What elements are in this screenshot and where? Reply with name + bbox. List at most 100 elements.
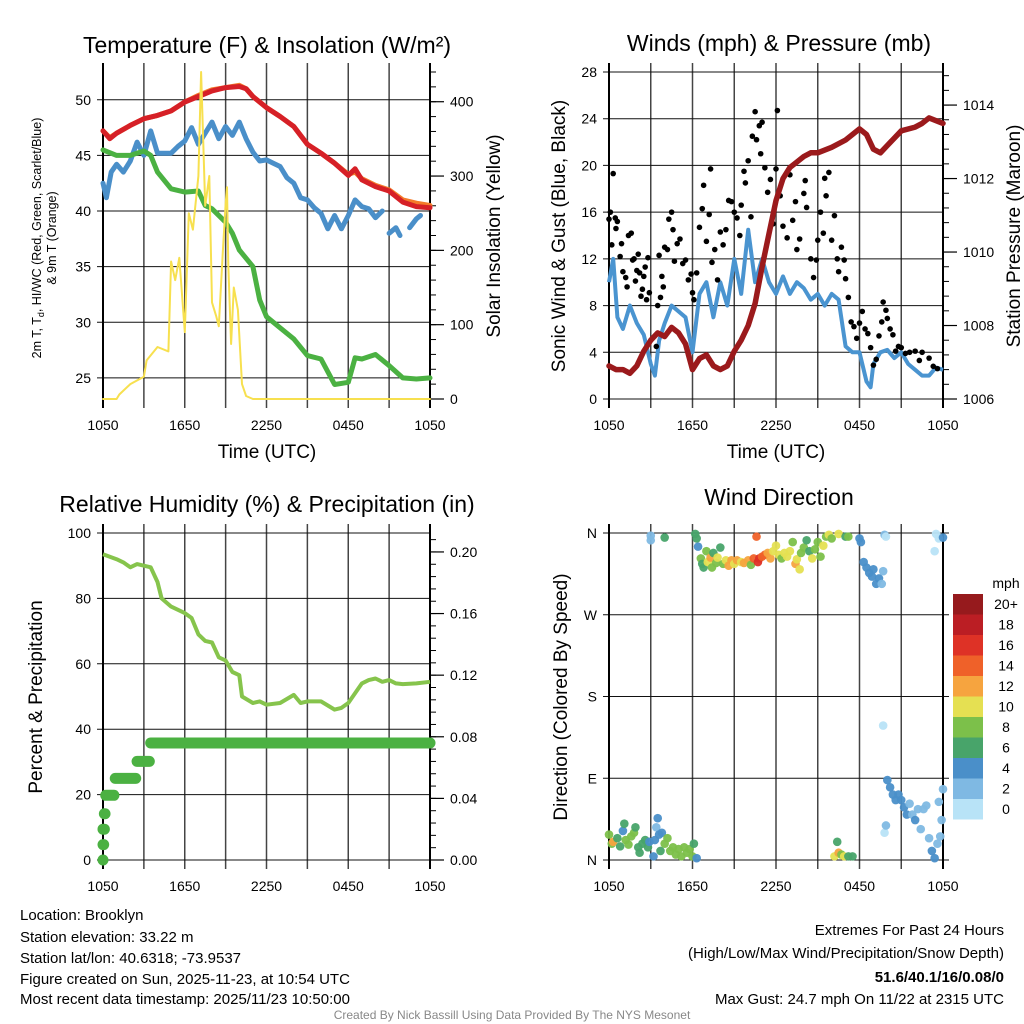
gust-point: [645, 254, 651, 261]
temperature-x-axis-title: Time (UTC): [218, 442, 317, 463]
y-tick-label: 8: [589, 298, 597, 314]
x-tick-label: 1050: [414, 417, 445, 433]
gust-point: [890, 331, 896, 338]
gust-point: [820, 230, 827, 236]
wind-direction-point: [618, 826, 628, 836]
panel-3: N E S W N 1050 1650 2250 0450 1050: [584, 524, 959, 894]
gust-point: [714, 277, 721, 283]
gust-point: [789, 217, 796, 224]
ylabel-part: , HI/WC (Red, Green, Scarlet/Blue): [30, 118, 44, 313]
y2-tick-label: 0.04: [450, 790, 477, 806]
gust-point: [709, 259, 715, 266]
gust-point: [873, 356, 879, 363]
gust-point: [887, 326, 893, 332]
gust-point: [934, 365, 941, 372]
gust-point: [838, 244, 845, 250]
gust-point: [671, 258, 678, 264]
gust-point: [856, 320, 863, 326]
gust-point: [826, 169, 832, 176]
wind-direction-point: [663, 833, 672, 843]
wind-direction-point: [604, 830, 614, 839]
y-tick-label: 25: [75, 370, 91, 386]
colorbar-label: 10: [998, 699, 1014, 715]
y-tick-label: 24: [581, 111, 597, 127]
x-tick-label: 1050: [87, 878, 118, 894]
wind-direction-point: [653, 813, 663, 823]
gust-point: [803, 204, 810, 211]
wind-direction-point: [933, 839, 942, 848]
x-tick-label: 1050: [414, 878, 445, 894]
gust-point: [794, 246, 800, 253]
footer-location: Location: Brooklyn: [20, 907, 143, 924]
gust-point: [635, 251, 642, 257]
colorbar-swatch: [953, 758, 983, 779]
gust-point: [696, 224, 703, 231]
y2-tick-label: 0.12: [450, 667, 477, 683]
wind-direction-point: [795, 565, 804, 574]
gust-point: [670, 226, 676, 233]
gust-point: [613, 225, 619, 232]
gust-point: [865, 330, 871, 337]
gust-point: [831, 212, 838, 219]
wind-direction-point: [816, 552, 825, 561]
gust-point: [813, 257, 820, 263]
colorbar-label: 6: [1002, 740, 1010, 756]
colorbar-swatch: [953, 778, 983, 799]
colorbar-swatch: [953, 696, 983, 717]
gust-point: [711, 246, 718, 253]
gust-point: [796, 236, 803, 242]
gust-point: [656, 252, 662, 259]
colorbar-label: 20+: [994, 596, 1018, 612]
extremes-description: (High/Low/Max Wind/Precipitation/Snow De…: [688, 945, 1004, 962]
wind-direction-point: [883, 775, 892, 785]
colorbar-swatch: [953, 737, 983, 758]
y2-tick-label: 0.16: [450, 606, 477, 622]
wind-direction-point: [885, 783, 895, 792]
gust-point: [659, 273, 665, 280]
gust-point: [764, 189, 771, 196]
ylabel-part: 2m T, T: [30, 317, 44, 359]
y-tick-label: 0: [589, 391, 597, 407]
colorbar-swatch: [953, 799, 983, 820]
wind-direction-point: [938, 784, 948, 794]
x-tick-label: 0450: [844, 417, 875, 433]
panel-0: 25 30 35 40 45 50 0 100 200 300 400 1050 1650 2250 045…: [75, 63, 474, 433]
gust-point: [817, 209, 824, 215]
relative-humidity-line: [102, 552, 431, 712]
gust-point: [845, 294, 852, 301]
gust-point: [870, 362, 877, 368]
gust-point: [807, 256, 814, 262]
wind-direction-point: [896, 795, 906, 805]
temperature-y-axis-title-line2: & 9m T (Orange): [45, 191, 59, 284]
gust-point: [674, 240, 680, 247]
wind-direction-point: [832, 837, 842, 847]
gust-point: [631, 256, 637, 262]
wind-direction-point: [771, 541, 781, 551]
gust-point: [801, 190, 807, 197]
wind-direction-point: [646, 535, 656, 545]
x-tick-label: 2250: [760, 417, 791, 433]
colorbar-swatch: [953, 717, 983, 738]
wind-direction-point: [785, 546, 795, 556]
wind-direction-point: [881, 821, 891, 830]
gust-point: [867, 344, 874, 351]
gust-point: [916, 357, 923, 364]
gust-point: [639, 286, 646, 293]
gust-point: [883, 307, 889, 314]
colorbar-label: 16: [998, 637, 1014, 653]
gust-point: [919, 349, 925, 356]
gust-point: [784, 235, 790, 241]
credit-line: Created By Nick Bassill Using Data Provi…: [334, 1008, 691, 1022]
y-tick-label: 50: [75, 92, 91, 108]
gust-point: [880, 299, 886, 305]
y-tick-label: 40: [75, 203, 91, 219]
wind-direction-point: [827, 534, 836, 543]
y2-tick-label: 0.20: [450, 544, 477, 560]
gust-point: [834, 256, 841, 262]
gust-point: [703, 238, 710, 245]
wind-direction-point: [788, 537, 797, 547]
y-tick-label: W: [584, 607, 598, 623]
wind-direction-point: [924, 833, 934, 843]
wind-direction-point: [766, 554, 775, 563]
x-tick-label: 1650: [677, 417, 708, 433]
